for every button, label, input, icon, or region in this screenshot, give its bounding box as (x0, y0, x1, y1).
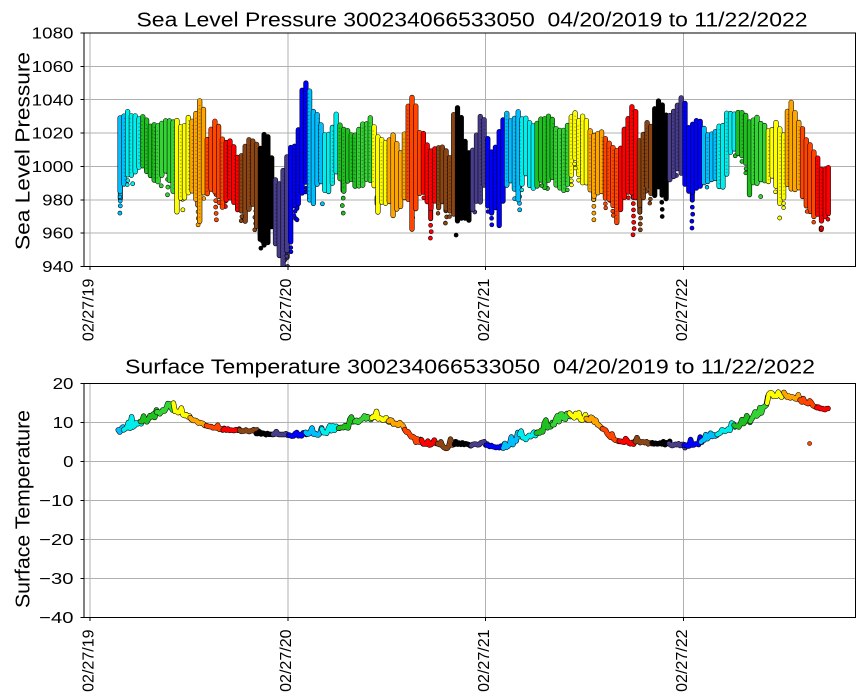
svg-text:1000: 1000 (32, 159, 74, 176)
svg-text:10: 10 (53, 415, 74, 432)
svg-text:960: 960 (42, 226, 73, 243)
svg-text:02/27/19: 02/27/19 (80, 278, 97, 341)
svg-text:940: 940 (42, 259, 73, 276)
svg-text:Surface Temperature: Surface Temperature (13, 410, 35, 608)
svg-text:1080: 1080 (32, 26, 74, 43)
svg-text:Surface Temperature 3002340665: Surface Temperature 300234066533050 04/2… (125, 357, 815, 379)
svg-text:02/27/21: 02/27/21 (476, 629, 493, 692)
svg-text:20: 20 (53, 376, 74, 393)
svg-text:1040: 1040 (32, 92, 74, 109)
svg-text:02/27/22: 02/27/22 (674, 278, 691, 341)
svg-text:−30: −30 (39, 571, 73, 588)
svg-text:980: 980 (42, 192, 73, 209)
svg-text:02/27/21: 02/27/21 (476, 278, 493, 341)
svg-text:Sea Level Pressure: Sea Level Pressure (13, 52, 35, 250)
svg-text:02/27/19: 02/27/19 (80, 629, 97, 692)
svg-text:1060: 1060 (32, 59, 74, 76)
svg-text:0: 0 (63, 454, 74, 471)
svg-text:−10: −10 (39, 493, 73, 510)
svg-text:−40: −40 (39, 610, 73, 627)
svg-text:02/27/22: 02/27/22 (674, 629, 691, 692)
svg-text:Sea Level Pressure 30023406653: Sea Level Pressure 300234066533050 04/20… (137, 10, 808, 32)
svg-text:02/27/20: 02/27/20 (278, 278, 295, 341)
svg-text:−20: −20 (39, 532, 73, 549)
svg-text:02/27/20: 02/27/20 (278, 629, 295, 692)
svg-text:1020: 1020 (32, 126, 74, 143)
